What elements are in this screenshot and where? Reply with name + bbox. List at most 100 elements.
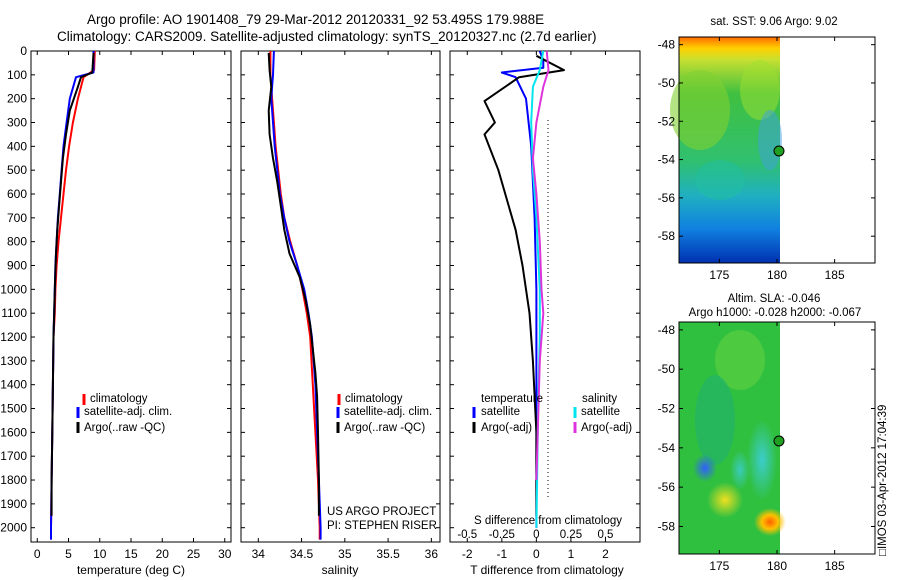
t-difference-xlabel: T difference from climatology [470,563,624,577]
legend-argo: Argo(..raw -QC) [84,422,165,434]
s-diff-tick-label: 0.5 [597,529,613,541]
x-tick-label: 0 [533,547,540,561]
map-lon-label: 175 [709,268,729,282]
depth-tick-label: 900 [7,259,27,273]
x-tick-label: 34 [252,547,266,561]
x-tick-label: 15 [124,547,138,561]
map-lat-label: -50 [658,76,676,90]
map-lat-label: -56 [658,191,676,205]
depth-axis-labels: 0 100 200 300 400 500 600 700 800 900 1000 1100 1200… [0,44,27,535]
depth-tick-label: 700 [7,211,27,225]
depth-tick-label: 200 [7,92,27,106]
series-line-argo-raw-qc- [50,52,95,516]
s-diff-tick-label: -0.5 [457,529,477,541]
depth-tick-label: 800 [7,235,27,249]
series-line-argo-raw-qc- [267,52,320,516]
map-lat-label: -54 [658,441,676,455]
map-axes: 175 180 185 -48 -50 -52 -54 -56 -58 175 180 185 -48 -… [658,37,875,573]
map-lon-label: 185 [825,559,845,573]
x-tick-label: 30 [218,547,232,561]
figure-title-line-2: Climatology: CARS2009. Satellite-adjuste… [57,29,597,44]
legend-salinity-heading: salinity [582,393,617,405]
sla-map-title-1: Altim. SLA: -0.046 [728,293,821,305]
series-line-salinity-argo-adj- [531,50,550,481]
series-line-climatology [269,51,321,540]
series-line-climatology [50,50,96,540]
map-lon-label: 180 [767,268,787,282]
legend-satellite: satellite-adj. clim. [344,406,432,418]
map-lat-label: -58 [658,229,676,243]
sst-map [670,36,876,264]
sla-map [678,321,876,555]
depth-tick-label: 100 [7,68,27,82]
argo-location-marker [773,435,785,447]
x-tick-label: 36 [425,547,439,561]
depth-tick-label: 500 [7,163,27,177]
legend-t-satellite: satellite [481,406,520,418]
pi-annotation: PI: STEPHEN RISER [327,520,437,532]
legend-climatology: climatology [90,393,148,405]
x-tick-label: 1 [568,547,575,561]
temperature-xlabel: temperature (deg C) [77,563,185,577]
salinity-legend: climatology satellite-adj. clim. Argo(..… [336,393,432,434]
map-lat-label: -48 [658,323,676,337]
map-lon-label: 185 [825,268,845,282]
map-lat-label: -52 [658,114,676,128]
x-tick-label: 20 [156,547,170,561]
salinity-panel-frame [240,50,441,543]
depth-tick-label: 300 [7,116,27,130]
temperature-legend: climatology satellite-adj. clim. Argo(..… [76,393,172,434]
legend-s-satellite: satellite [581,406,620,418]
x-tick-label: 5 [65,547,72,561]
depth-tick-label: 1500 [0,402,27,416]
temperature-panel-frame [30,50,232,543]
map-lat-label: -54 [658,153,676,167]
depth-tick-label: 1700 [0,449,27,463]
s-diff-tick-label: -0.25 [489,529,515,541]
figure-title-line-1: Argo profile: AO 1901408_79 29-Mar-2012 … [87,12,545,27]
x-tick-label: -2 [462,547,473,561]
legend-climatology: climatology [345,393,403,405]
series-line-satellite [500,50,545,528]
salinity-plot: 34 34.5 35 35.5 36 [241,50,440,561]
map-lat-label: -56 [658,480,676,494]
x-tick-label: 35.5 [376,547,400,561]
depth-tick-label: 400 [7,139,27,153]
temperature-plot: 0 5 10 15 20 25 30 [31,50,232,561]
x-tick-label: 25 [187,547,201,561]
legend-t-argo: Argo(-adj) [481,422,532,434]
sla-map-title-2: Argo h1000: -0.028 h2000: -0.067 [689,307,862,319]
legend-satellite: satellite-adj. clim. [84,406,172,418]
map-lat-label: -52 [658,402,676,416]
depth-tick-label: 1800 [0,473,27,487]
map-lon-label: 180 [767,559,787,573]
argo-location-marker [773,145,785,157]
legend-temperature-heading: temperature [481,393,543,405]
depth-tick-label: 1000 [0,282,27,296]
depth-tick-label: 1600 [0,425,27,439]
series-line-satellite-adj-clim- [270,50,322,540]
legend-argo: Argo(..raw -QC) [344,422,425,434]
x-tick-label: 2 [602,547,609,561]
depth-tick-label: 1900 [0,497,27,511]
legend-s-argo: Argo(-adj) [581,422,632,434]
difference-panel-frame [449,50,641,543]
difference-legend: temperature satellite Argo(-adj) salinit… [472,393,632,434]
difference-plot: -2 -1 0 1 2 -0.5 -0.25 0 0.25 0.5 [450,50,640,561]
series-line-argo-adj- [483,54,565,516]
depth-tick-label: 1100 [1,306,27,320]
x-tick-label: 34.5 [290,547,314,561]
sst-map-title: sat. SST: 9.06 Argo: 9.02 [710,16,837,28]
map-lat-label: -50 [658,362,676,376]
salinity-xlabel: salinity [322,563,359,577]
map-lat-label: -48 [658,38,676,52]
x-tick-label: 0 [34,547,41,561]
project-annotation: US ARGO PROJECT [327,506,436,518]
x-tick-label: 35 [338,547,352,561]
s-difference-xlabel: S difference from climatology [474,515,622,527]
x-tick-label: -1 [496,547,507,561]
depth-tick-label: 1400 [0,378,27,392]
map-lat-label: -58 [658,519,676,533]
s-diff-tick-label: 0.25 [560,529,582,541]
